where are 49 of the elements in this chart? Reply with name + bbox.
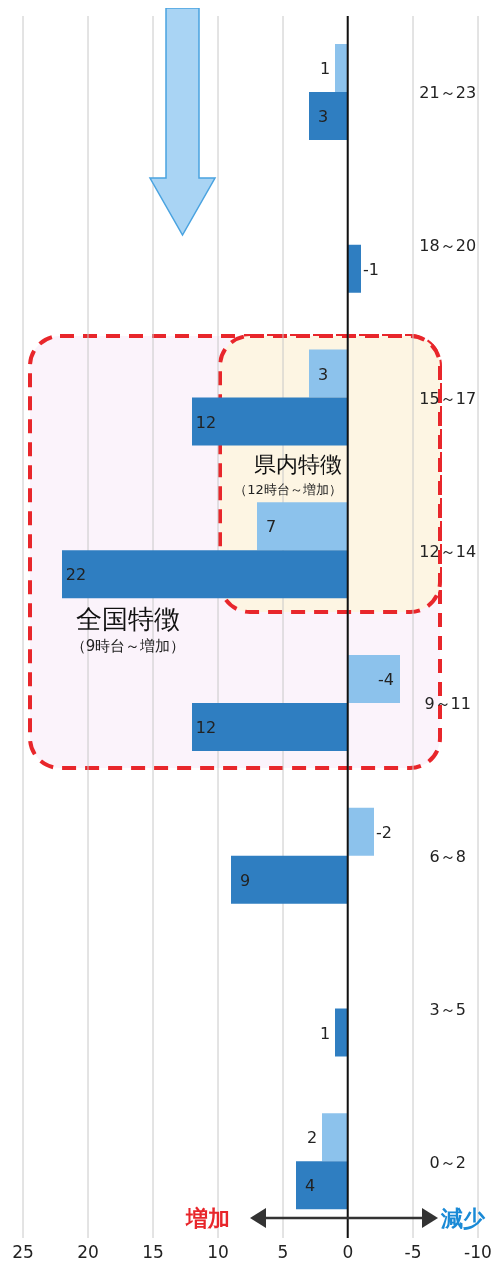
y-tick-label: 21～23 [419,83,477,103]
bar [296,1161,348,1210]
data-label: 7 [265,517,277,537]
data-label: 2 [306,1128,318,1148]
data-label: -2 [376,822,392,842]
x-tick-label: -5 [404,1242,422,1263]
x-tick-label: 10 [207,1242,229,1263]
bar [348,244,361,293]
y-tick-label: 18～20 [419,236,477,256]
bar [335,1008,348,1057]
x-tick-label: 20 [77,1242,99,1263]
bar [192,397,348,446]
bar [322,1113,348,1162]
annotation: 減少 [440,1206,486,1231]
data-label: 12 [195,718,217,737]
data-label: 22 [65,565,87,585]
annotation: 全国特徴 [76,604,180,634]
data-label: 1 [319,59,331,78]
x-tick-label: 15 [142,1242,164,1263]
y-tick-label: 3～5 [429,999,466,1019]
bar [257,502,348,551]
x-tick-label: -10 [464,1242,492,1263]
x-tick-label: 5 [277,1242,289,1263]
annotation: （12時台～増加） [234,482,342,497]
bar [231,855,348,904]
bar [62,550,348,599]
data-label: 3 [317,107,329,126]
data-label: 9 [239,870,251,890]
data-label: -4 [378,670,394,689]
data-label: 4 [304,1176,316,1196]
x-tick-label: 0 [342,1242,354,1263]
bar [309,92,348,140]
data-label: 12 [195,412,217,432]
y-tick-label: 0～2 [429,1152,466,1172]
annotation: （9時台～増加） [70,637,186,655]
bar [335,44,348,92]
annotation: 増加 [185,1206,230,1231]
bar [192,703,348,751]
x-tick-label: 25 [12,1242,34,1263]
bar [348,807,374,856]
data-label: -1 [363,259,379,279]
bar [348,655,400,703]
data-label: 3 [317,364,329,384]
y-tick-label: 6～8 [429,847,466,867]
annotation: 県内特徴 [254,452,342,477]
data-label: 1 [319,1023,331,1043]
y-tick-label: 9～11 [424,694,471,714]
bar [309,349,348,398]
y-tick-label: 12～14 [419,541,477,561]
